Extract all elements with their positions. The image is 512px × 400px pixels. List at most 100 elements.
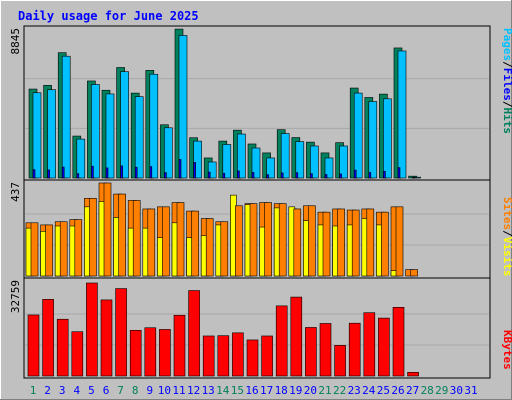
sites-bar-front (176, 202, 185, 277)
pages-bar (339, 173, 342, 179)
pages-bar (91, 165, 94, 179)
x-tick-label: 26 (391, 384, 404, 397)
sites-bar-front (381, 211, 389, 277)
files-bar (222, 144, 232, 179)
files-bar (32, 92, 42, 179)
kbytes-bar (407, 372, 419, 377)
kbytes-bar (86, 282, 98, 377)
files-bar (178, 35, 188, 179)
kbytes-bar (27, 314, 40, 377)
pages-bar (178, 159, 182, 179)
pages-bar (134, 166, 138, 179)
kbytes-bar (188, 290, 200, 377)
files-bar (120, 71, 129, 179)
pages-bar (310, 173, 313, 179)
x-tick-labels: 1 2 3 4 5 6 7 8 9 10 11 12 13 14 15 16 17 18 19 20 21 22 23 24 2… (30, 384, 478, 397)
files-bar (383, 98, 392, 179)
x-tick-label: 18 (275, 384, 288, 397)
files-bar (310, 145, 319, 179)
x-tick-label: 24 (362, 384, 376, 397)
pages-bar (383, 170, 386, 179)
sites-bar-front (45, 224, 53, 277)
pages-bar (251, 172, 255, 179)
files-bar (193, 140, 202, 179)
legend-sites: Sites (501, 197, 512, 230)
kbytes-bar (115, 288, 127, 377)
pages-bar (193, 162, 196, 179)
sites-bar-front (59, 221, 68, 277)
x-tick-label: 27 (406, 384, 419, 397)
files-bar (105, 93, 115, 179)
legend-sep-2: / (501, 101, 512, 108)
pages-bar (207, 171, 211, 179)
kbytes-ymax-label: 32759 (9, 280, 22, 313)
sites-bar-front (162, 206, 170, 277)
sites-bar-front (249, 203, 258, 277)
kbytes-bar (363, 312, 376, 377)
legend-pages: Pages (501, 28, 512, 61)
files-bar (47, 89, 56, 179)
pages-bar (324, 174, 328, 179)
x-tick-label: 11 (172, 384, 185, 397)
kbytes-bar (144, 327, 157, 377)
x-tick-label: 22 (333, 384, 346, 397)
sites-bar-front (147, 208, 156, 277)
x-tick-label: 29 (435, 384, 448, 397)
kbytes-bar (232, 332, 244, 377)
sites-bar-front (293, 208, 302, 277)
kbytes-bar (246, 339, 259, 377)
kbytes-bar (392, 306, 405, 377)
x-tick-label: 9 (146, 384, 153, 397)
pages-bar (76, 173, 80, 179)
pages-bar (120, 165, 123, 179)
pages-bar (61, 166, 65, 179)
kbytes-bar (334, 345, 346, 377)
pages-bar (222, 172, 226, 179)
x-tick-label: 1 (30, 384, 37, 397)
x-tick-label: 17 (260, 384, 273, 397)
x-tick-label: 8 (132, 384, 139, 397)
files-bar (76, 138, 86, 179)
files-bar (324, 157, 334, 179)
bars-layer (25, 28, 489, 377)
files-bar (91, 84, 100, 179)
kbytes-bar (100, 299, 113, 377)
sites-bar-front (191, 210, 199, 277)
sites-bar-front (235, 205, 243, 277)
pages-bar (32, 169, 36, 179)
hits-legend: Pages/Files/Hits (501, 28, 512, 134)
pages-bar (47, 169, 50, 179)
legend-visits: Visits (501, 237, 512, 277)
files-bar (280, 133, 290, 179)
x-tick-label: 3 (59, 384, 66, 397)
x-tick-label: 19 (289, 384, 302, 397)
sites-ymax-label: 437 (9, 182, 22, 202)
sites-bar-front (366, 208, 375, 277)
x-tick-label: 16 (245, 384, 258, 397)
kbytes-bar (261, 335, 273, 377)
hits-ymax-label: 8845 (9, 28, 22, 55)
files-bar (149, 73, 159, 179)
x-tick-label: 20 (304, 384, 317, 397)
files-bar (61, 55, 71, 179)
kbytes-bar (71, 331, 84, 377)
sites-bar-front (220, 221, 229, 277)
legend-sep-1: / (501, 61, 512, 68)
pages-bar (397, 167, 401, 179)
pages-bar (237, 170, 240, 179)
x-tick-label: 28 (421, 384, 434, 397)
files-bar (251, 147, 261, 179)
x-tick-label: 30 (450, 384, 463, 397)
kbytes-bar (290, 296, 303, 377)
files-bar (237, 133, 246, 179)
sites-bar-front (322, 211, 331, 277)
sites-bar-front (308, 205, 316, 277)
kbytes-legend: KBytes (501, 330, 512, 370)
files-bar (266, 157, 275, 179)
kbytes-bar (275, 305, 288, 377)
pages-bar (164, 172, 167, 179)
sites-bar-front (410, 269, 418, 277)
kbytes-bar (217, 335, 230, 377)
legend-files: Files (501, 68, 512, 101)
pages-bar (266, 174, 269, 179)
